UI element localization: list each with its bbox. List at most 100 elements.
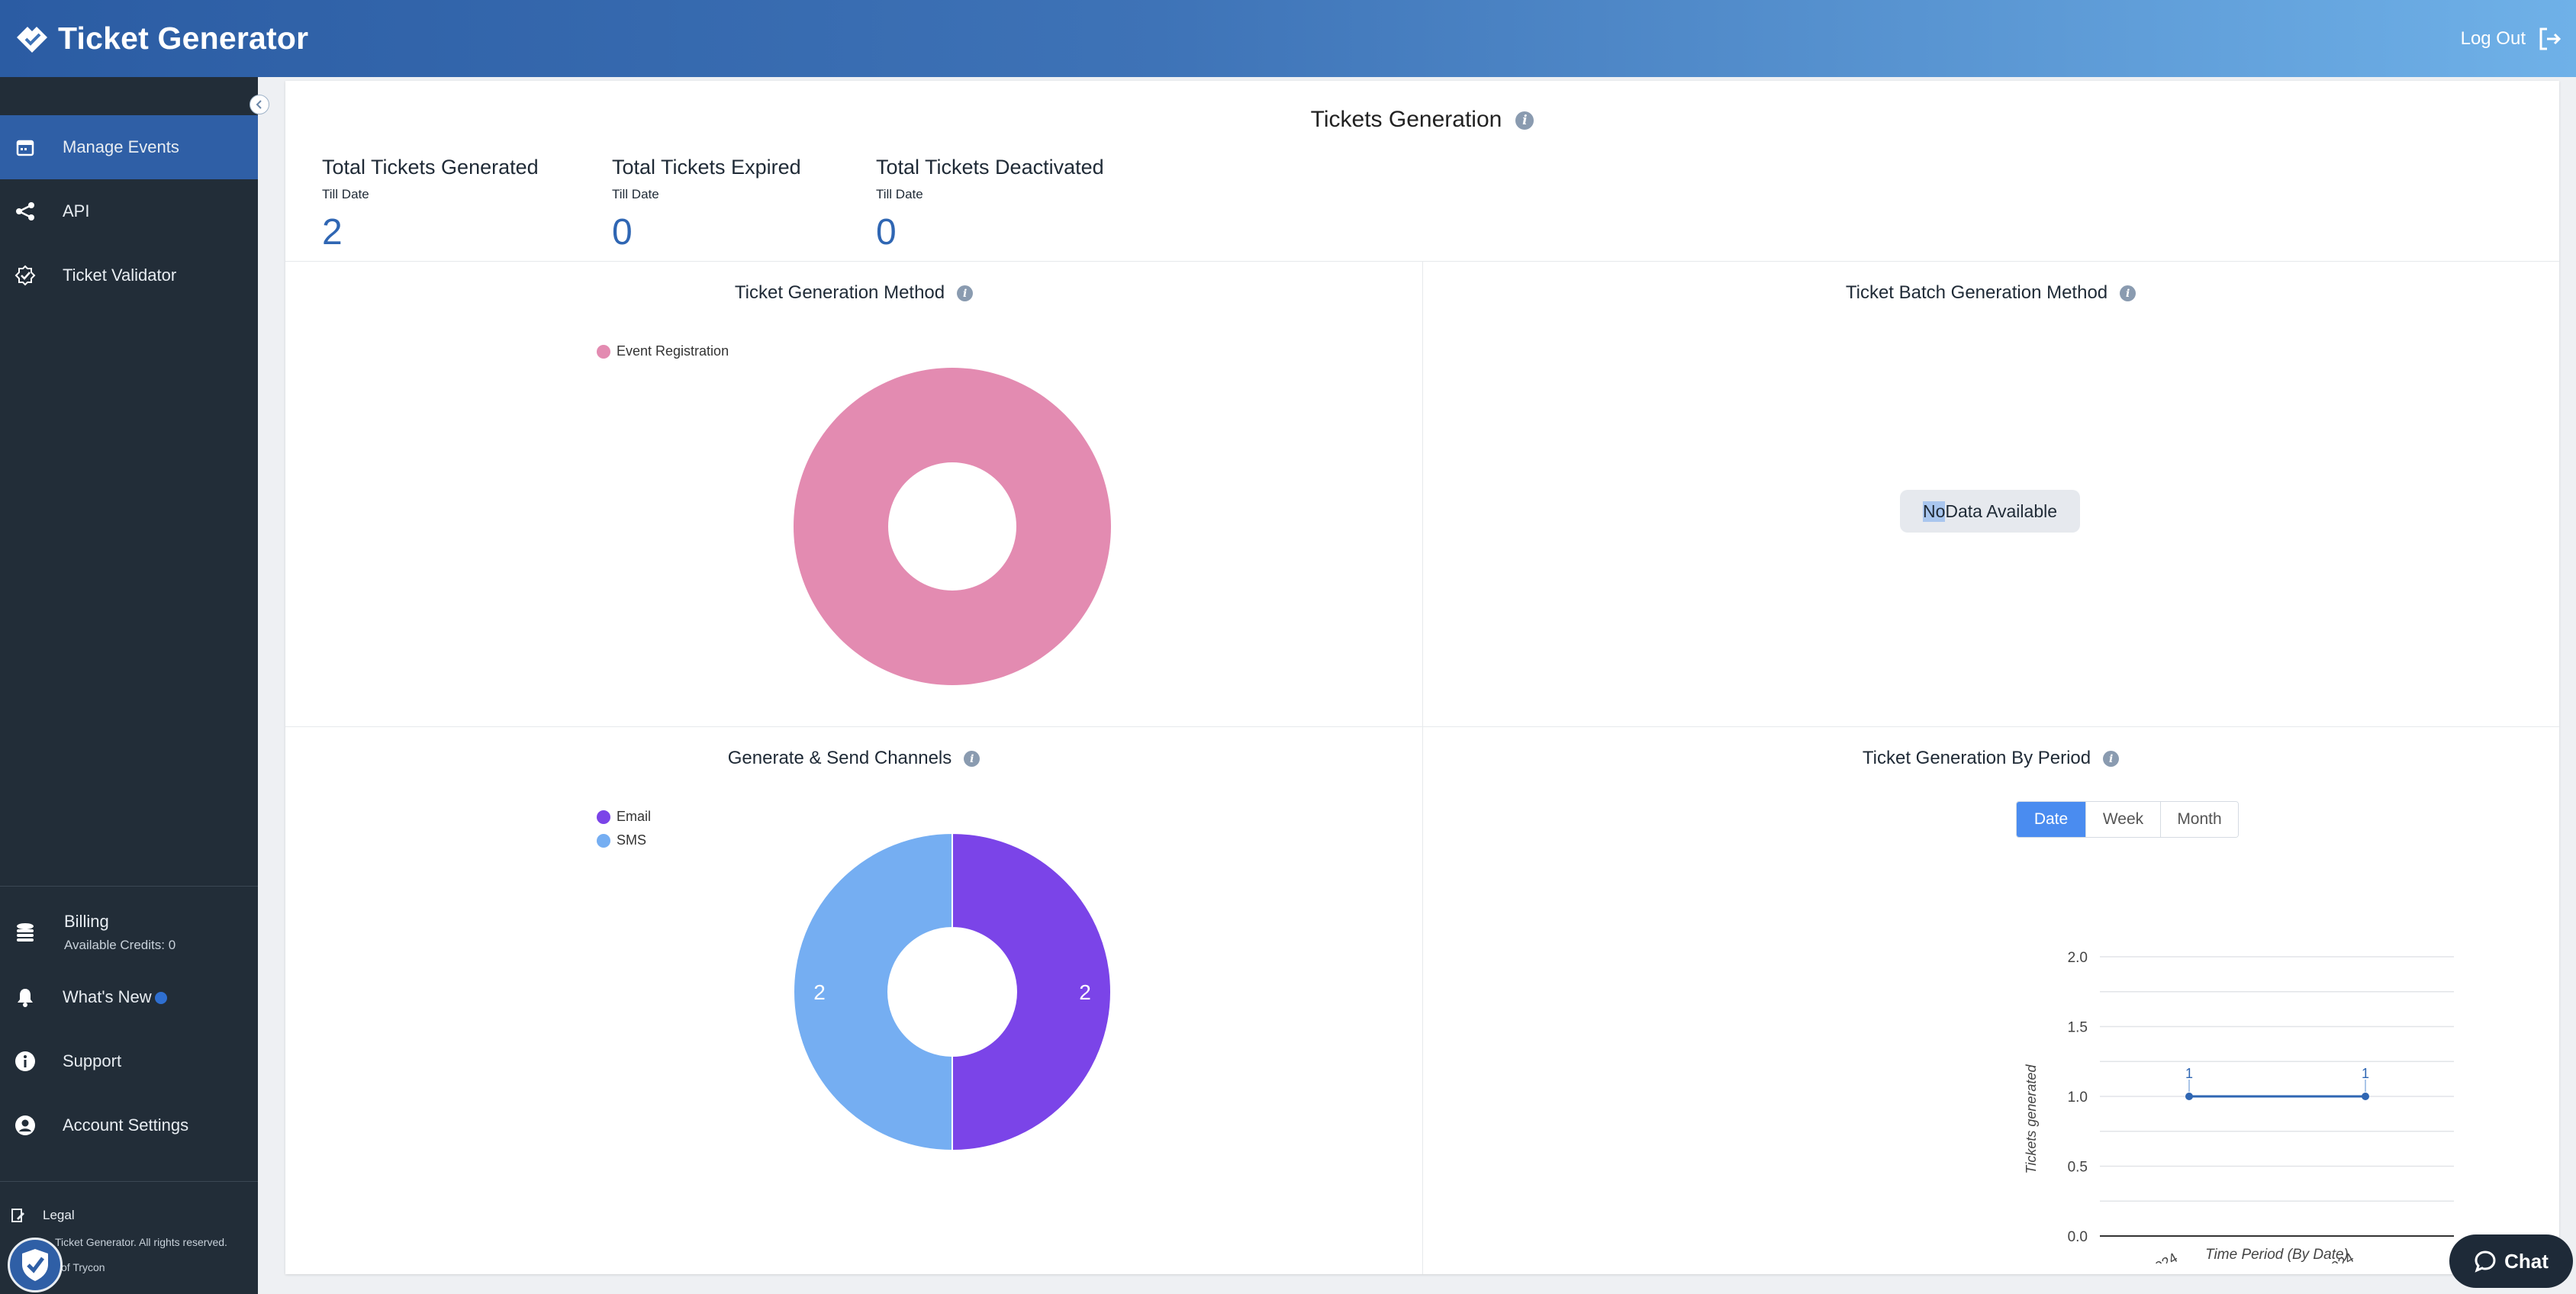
panel-title-send-channels: Generate & Send Channels (727, 748, 952, 768)
logout-button[interactable]: Log Out (2461, 26, 2562, 52)
legend-generation-method: Event Registration (597, 343, 729, 359)
trycon-badge[interactable] (8, 1238, 63, 1292)
stat-total-deactivated: Total Tickets Deactivated Till Date 0 (876, 156, 1104, 253)
panel-title-generation-method: Ticket Generation Method (734, 282, 945, 303)
legend-item[interactable]: Event Registration (597, 343, 729, 359)
share-nodes-icon (14, 200, 37, 223)
no-data-text: Data Available (1945, 501, 2058, 521)
legend-item[interactable]: SMS (597, 832, 651, 848)
chat-button[interactable]: Chat (2449, 1234, 2573, 1288)
panel-title-by-period: Ticket Generation By Period (1862, 748, 2091, 768)
bell-icon (14, 986, 37, 1009)
billing-label: Billing (64, 912, 109, 931)
legend-send-channels: Email SMS (597, 809, 651, 848)
legend-swatch (597, 833, 610, 848)
slice-value-label: 2 (813, 980, 826, 1004)
info-icon[interactable]: i (2103, 751, 2120, 768)
stat-total-expired: Total Tickets Expired Till Date 0 (612, 156, 801, 253)
sidebar-item-manage-events[interactable]: Manage Events (0, 115, 258, 179)
support-label: Support (63, 1051, 122, 1070)
billing-credits: Available Credits: 0 (64, 938, 176, 952)
shield-check-icon (22, 1249, 48, 1281)
app-title: Ticket Generator (58, 21, 309, 56)
account-settings-label: Account Settings (63, 1115, 189, 1135)
collapse-sidebar-button[interactable] (250, 95, 269, 114)
whats-new-label: What's New (63, 987, 152, 1006)
page-title: Tickets Generation (1310, 107, 1502, 132)
ticket-logo-icon (17, 26, 47, 53)
data-label: 1 (2362, 1066, 2369, 1081)
donut-slice[interactable] (793, 832, 953, 1152)
new-indicator-dot (154, 992, 167, 1005)
data-point[interactable] (2362, 1093, 2369, 1100)
data-label: 1 (2185, 1066, 2193, 1081)
tab-month[interactable]: Month (2160, 802, 2238, 837)
y-tick-label: 2.0 (2068, 950, 2088, 966)
chat-bubble-icon (2475, 1251, 2496, 1273)
sidebar-item-support[interactable]: Support (0, 1029, 258, 1093)
y-tick-label: 1.5 (2068, 1020, 2088, 1036)
copyright-text: Ticket Generator. All rights reserved. (55, 1236, 227, 1248)
stat-subtitle: Till Date (876, 187, 923, 201)
info-icon[interactable]: i (1515, 111, 1534, 130)
sidebar-item-label: Ticket Validator (63, 266, 177, 285)
x-tick-label: Jul 26, 2024 (2107, 1250, 2180, 1263)
legend-label: Event Registration (617, 343, 729, 359)
sidebar-item-api[interactable]: API (0, 179, 258, 243)
data-point[interactable] (2185, 1093, 2193, 1100)
copyright-text: of Trycon (61, 1261, 105, 1273)
no-data-highlight: No (1922, 501, 1946, 522)
stat-total-generated: Total Tickets Generated Till Date 2 (322, 156, 539, 253)
tab-date[interactable]: Date (2017, 802, 2085, 837)
chevron-left-icon (256, 100, 262, 109)
tab-week[interactable]: Week (2085, 802, 2160, 837)
no-data-badge: No Data Available (1900, 490, 2080, 533)
stat-value: 0 (612, 212, 633, 253)
info-icon[interactable]: i (2120, 285, 2136, 302)
document-edit-icon (11, 1209, 24, 1222)
legal-label: Legal (43, 1208, 75, 1222)
legend-item[interactable]: Email (597, 809, 651, 825)
stat-subtitle: Till Date (322, 187, 369, 201)
stat-value: 2 (322, 212, 343, 253)
logout-icon (2539, 27, 2562, 50)
stat-value: 0 (876, 212, 897, 253)
coins-stack-icon (14, 921, 37, 944)
legend-swatch (597, 344, 610, 359)
info-icon[interactable]: i (964, 751, 980, 768)
donut-slice[interactable] (952, 832, 1112, 1152)
calendar-icon (14, 136, 37, 159)
sidebar-divider (0, 886, 258, 887)
x-axis-title: Time Period (By Date) (2205, 1247, 2349, 1263)
y-tick-label: 1.0 (2068, 1090, 2088, 1106)
legal-link[interactable]: Legal (11, 1208, 75, 1223)
donut-chart-generation-method (793, 368, 1111, 685)
sidebar-item-label: Manage Events (63, 137, 179, 156)
y-tick-label: 0.0 (2068, 1229, 2088, 1245)
stat-title: Total Tickets Deactivated (876, 156, 1104, 179)
app-header: Ticket Generator Log Out (0, 0, 2576, 77)
sidebar-item-billing[interactable]: Billing (0, 909, 258, 958)
sidebar-item-ticket-validator[interactable]: Ticket Validator (0, 243, 258, 307)
sidebar-item-whats-new[interactable]: What's New (0, 965, 258, 1029)
stat-subtitle: Till Date (612, 187, 659, 201)
brand-logo[interactable]: Ticket Generator (14, 21, 308, 56)
sidebar: Manage Events API Ticket Validator Billi… (0, 77, 258, 1294)
sidebar-item-account-settings[interactable]: Account Settings (0, 1093, 258, 1157)
chat-label: Chat (2504, 1249, 2549, 1273)
stat-title: Total Tickets Expired (612, 156, 801, 179)
y-axis-title: Tickets generated (2024, 1064, 2039, 1174)
info-circle-icon (14, 1050, 37, 1073)
donut-slice[interactable] (793, 368, 1111, 685)
legend-label: Email (617, 809, 652, 824)
sidebar-divider (0, 1181, 258, 1182)
y-tick-label: 0.5 (2068, 1160, 2088, 1176)
badge-check-icon (14, 264, 37, 287)
column-divider (1422, 261, 1423, 1274)
stat-title: Total Tickets Generated (322, 156, 539, 179)
donut-chart-send-channels: 22 (793, 832, 1112, 1152)
sidebar-item-label: API (63, 201, 90, 220)
legend-label: SMS (617, 832, 647, 848)
legend-swatch (597, 810, 610, 824)
info-icon[interactable]: i (957, 285, 974, 302)
